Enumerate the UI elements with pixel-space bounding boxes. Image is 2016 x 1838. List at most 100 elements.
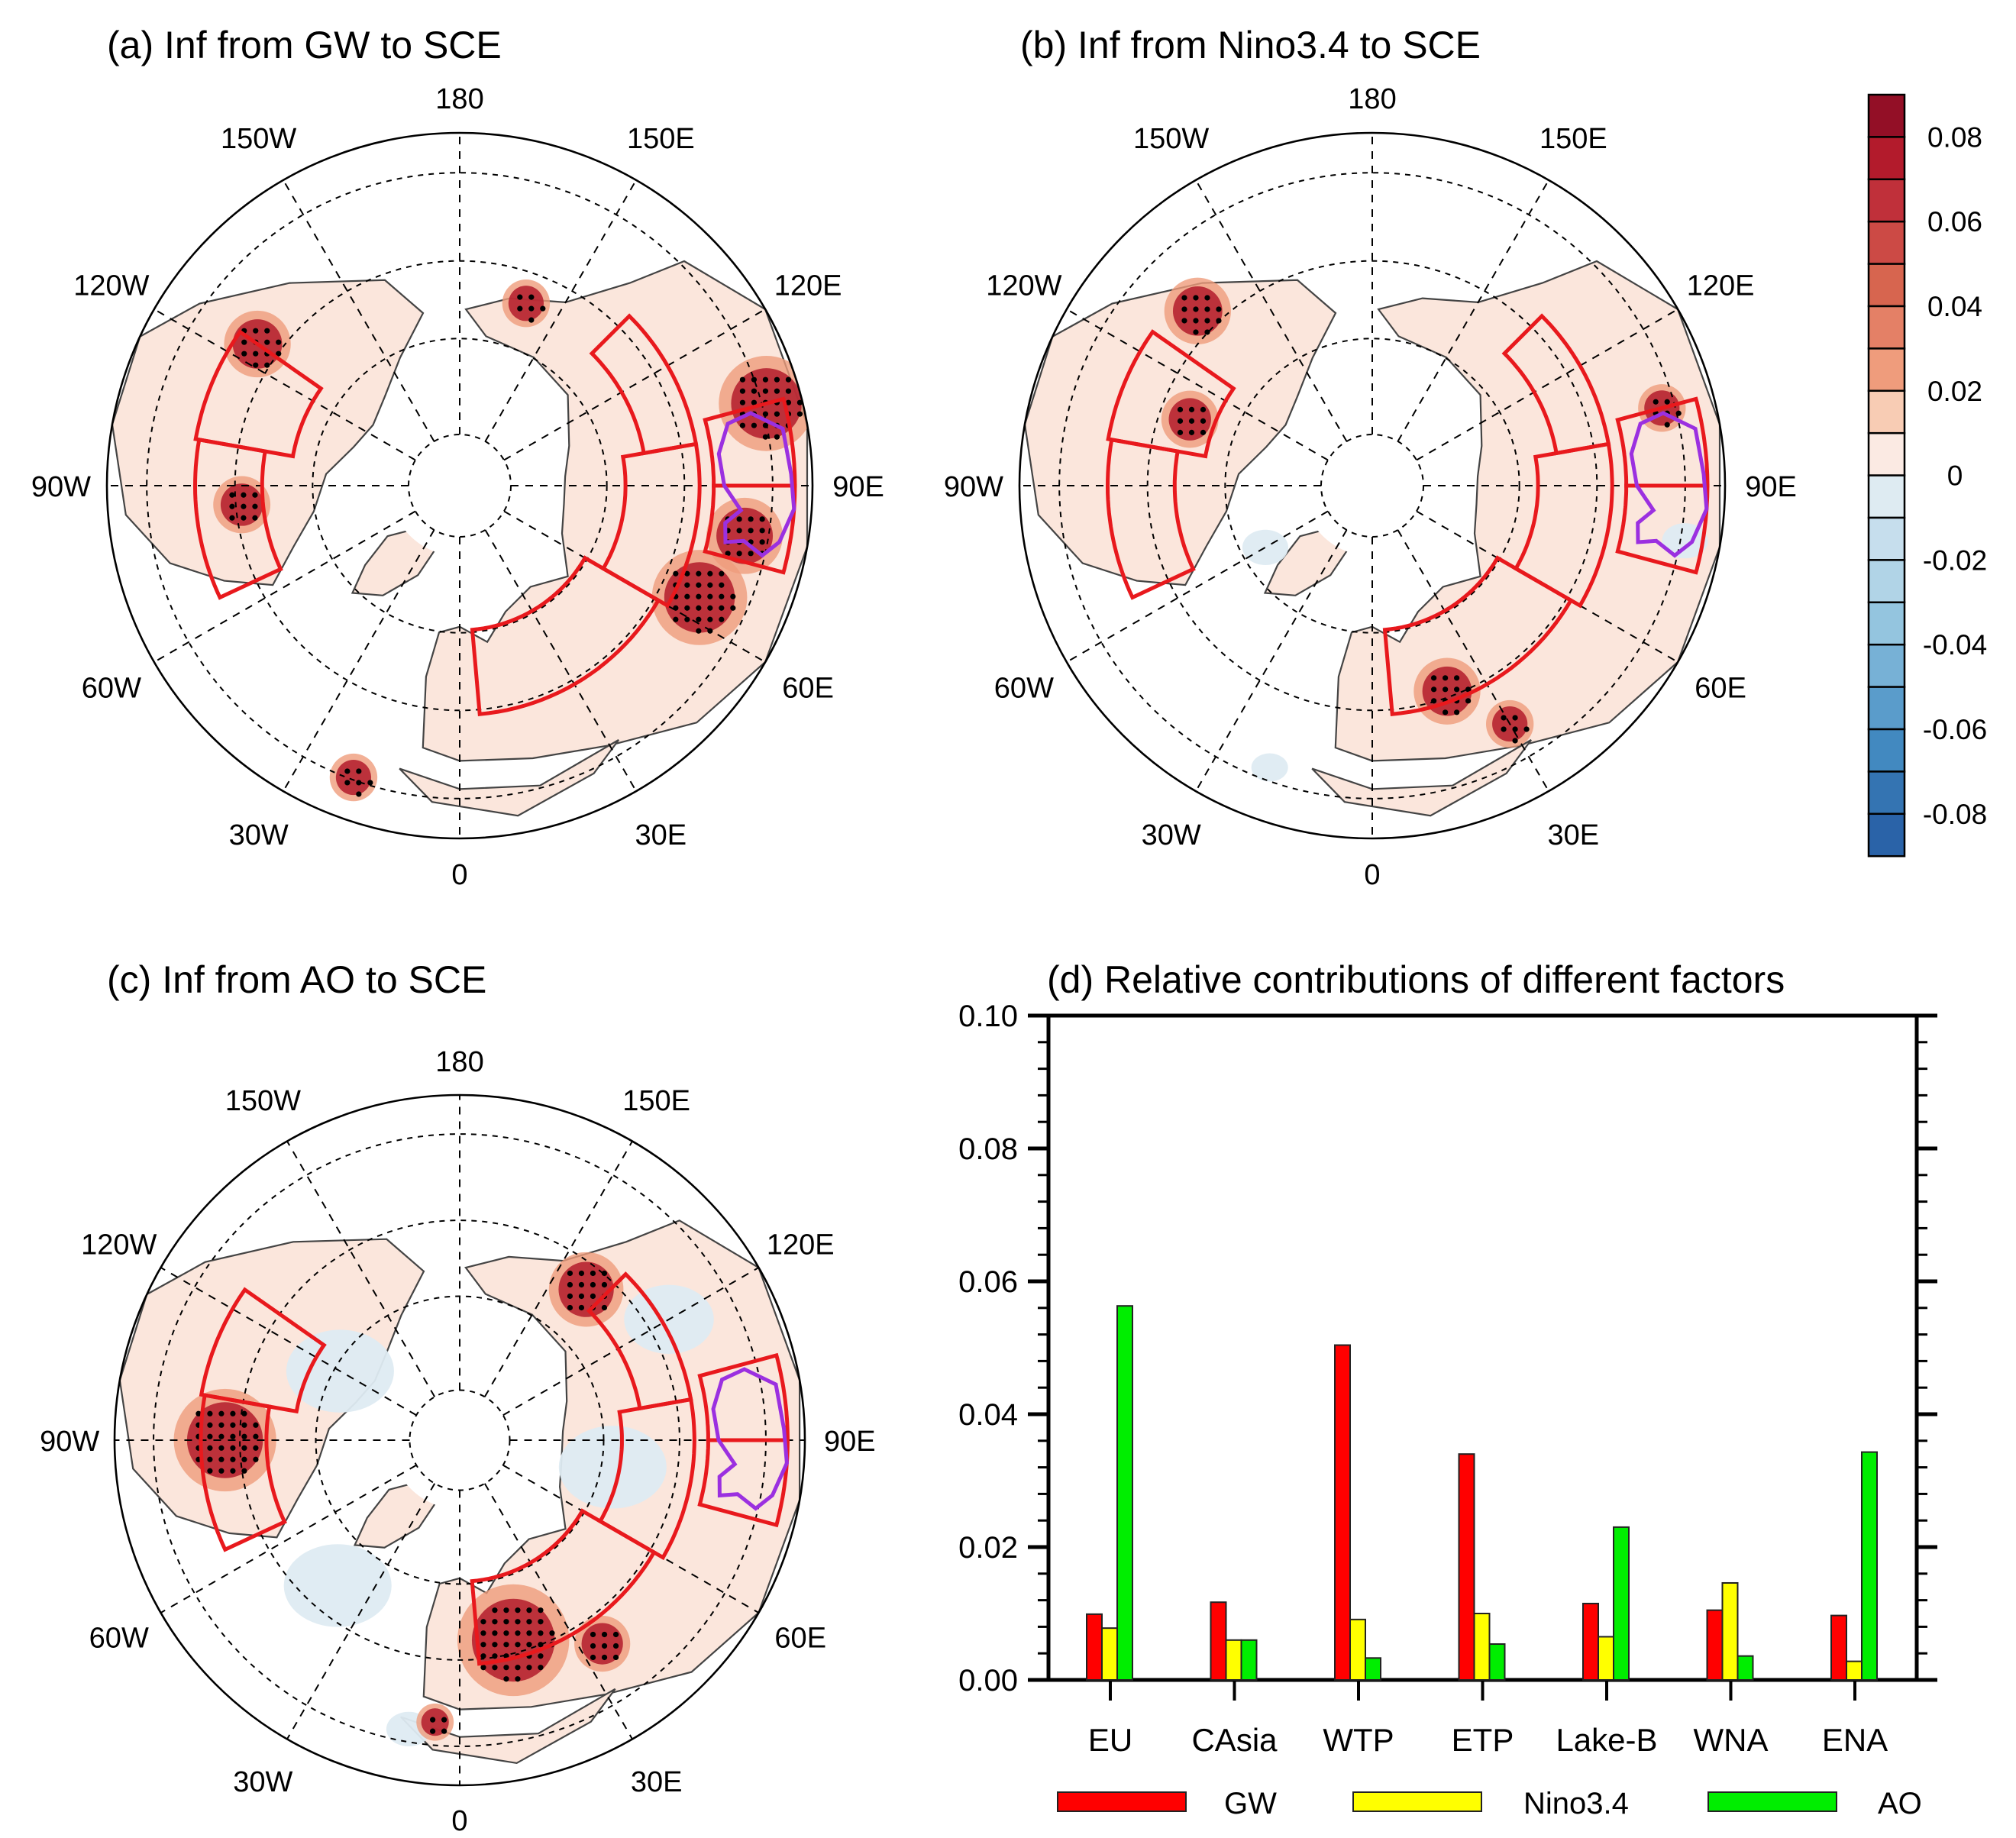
stipple-dot [253,328,259,334]
longitude-label: 180 [435,1046,483,1078]
stipple-dot [367,780,373,786]
stipple-dot [253,1445,259,1451]
stipple-dot [1177,429,1184,435]
colorbar-label: 0.06 [1927,206,1982,237]
stipple-dot [241,492,247,498]
stipple-dot [356,768,362,774]
significance-stipple [195,1410,259,1474]
legend-item-ao: AO [1707,1787,1922,1820]
tibetan-plateau-outline [1629,411,1709,558]
significance-stipple [344,768,373,797]
x-tick-label: CAsia [1191,1722,1278,1758]
stipple-dot [1181,306,1187,312]
stipple-dot [1200,406,1207,412]
stipple-dot [503,1665,509,1671]
stipple-dot [241,1468,247,1474]
map-content [1019,133,1725,838]
region-box [1106,329,1236,459]
stipple-dot [515,1630,521,1636]
bar-ao-ena [1861,1451,1878,1681]
longitude-label: 120W [986,270,1061,302]
colorbar-segment [1867,93,1906,138]
x-tick-label: ENA [1822,1722,1888,1758]
colorbar-segment [1867,516,1906,561]
stipple-dot [218,1468,225,1474]
stipple-dot [785,388,792,394]
stipple-dot [673,605,679,611]
significance-stipple [673,570,736,634]
x-tick-label: WTP [1323,1722,1394,1758]
stipple-dot [538,1630,544,1636]
stipple-dot [748,551,754,557]
colorbar-label: 0.02 [1927,376,1982,407]
longitude-label: 150W [1133,123,1209,155]
meridian-line [1397,179,1549,442]
stipple-dot [252,515,258,521]
stipple-dot [696,582,702,588]
colorbar-segment [1867,263,1906,308]
stipple-dot [762,388,769,394]
meridian-line [483,1141,633,1397]
stipple-dot [241,1422,247,1428]
stipple-dot [264,328,270,334]
stipple-dot [601,1281,608,1288]
colorbar-segment [1867,728,1906,773]
stipple-dot [725,551,731,557]
stipple-dot [230,1468,236,1474]
polar-map-ao: 180 150E 120E 90E 60E 30E 0 30W 60W 90W 120W 150W [40,1046,875,1837]
stipple-dot [785,376,792,383]
negative-patch [1242,529,1288,565]
stipple-dot [230,1433,236,1439]
stipple-dot [748,516,754,522]
stipple-dot [751,422,758,428]
bar-gw-lake-b [1582,1602,1599,1681]
stipple-dot [264,339,270,345]
colorbar-segment [1867,389,1906,434]
bar-gw-etp [1458,1453,1475,1681]
stipple-dot [515,1642,521,1648]
stipple-dot [503,1676,509,1682]
stipple-dot [612,1643,619,1649]
stipple-dot [1431,686,1437,693]
stipple-dot [241,339,247,345]
colorbar-label: 0.04 [1927,291,1982,322]
stipple-dot [739,376,746,383]
stipple-dot [241,1433,247,1439]
stipple-dot [601,1270,608,1277]
stipple-dot [264,362,270,368]
meridian-line [153,510,416,663]
bar-nino34-eu [1101,1627,1118,1681]
stipple-dot [1443,675,1449,681]
longitude-label: 30E [631,1766,683,1798]
stipple-dot [241,1445,247,1451]
map-boundary [113,1093,806,1787]
stipple-dot [696,570,702,577]
stipple-dot [578,1281,585,1288]
legend-swatch [1352,1791,1482,1812]
longitude-label: 90E [832,471,884,503]
stipple-dot [344,780,351,786]
stipple-dot [207,1410,213,1416]
region-box [199,1393,287,1552]
stipple-dot [1501,726,1507,732]
stipple-dot [751,376,758,383]
stipple-dot [601,1631,608,1638]
stipple-dot [1443,686,1449,693]
stipple-dot [684,616,690,622]
region-box [199,1287,327,1414]
stipple-dot [673,570,679,577]
colorbar-segment [1867,770,1906,816]
y-tick-label: 0.10 [958,1000,1018,1033]
stipple-dot [1204,306,1210,312]
bar-nino34-lake-b [1598,1636,1614,1681]
stipple-dot [528,317,535,323]
stipple-dot [241,503,247,509]
stipple-dot [601,1643,608,1649]
chart-title: (d) Relative contributions of different … [1047,958,1785,1001]
stipple-dot [1188,429,1195,435]
meridian-line [502,1267,759,1416]
stipple-dot [253,1433,259,1439]
longitude-label: 90W [40,1426,99,1458]
map-content [107,133,813,838]
colorbar-label: 0 [1947,460,1963,492]
